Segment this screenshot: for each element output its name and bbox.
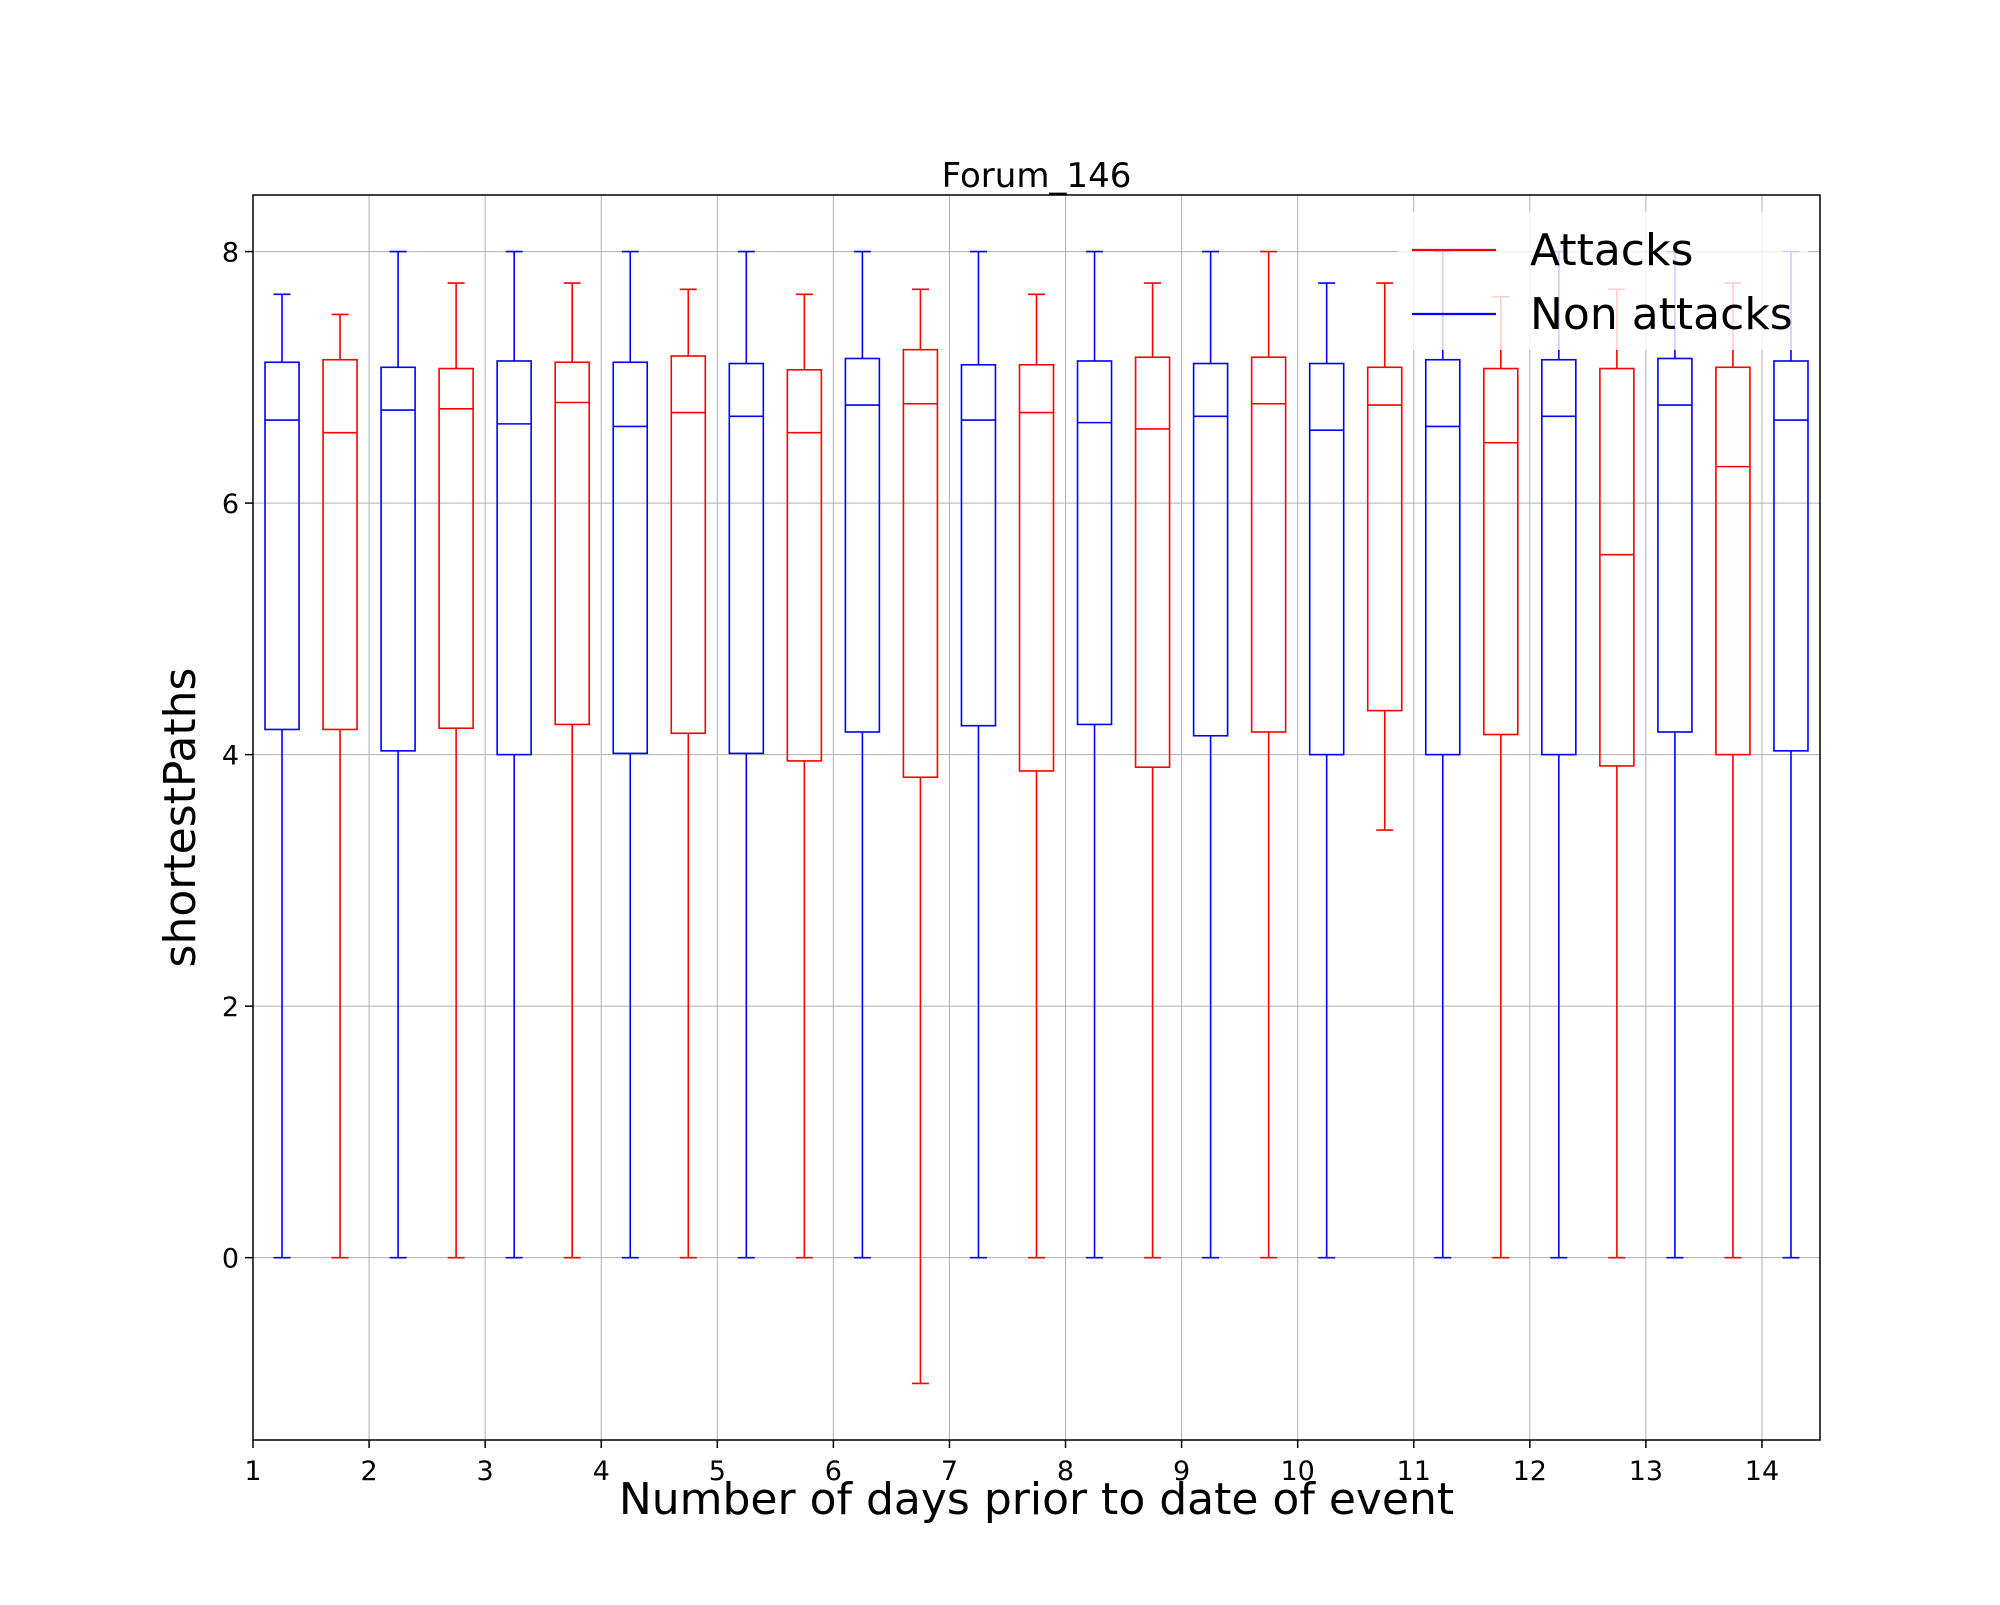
box-body: [322, 358, 358, 731]
box-non-attacks: [496, 250, 532, 1259]
x-axis-label: Number of days prior to date of event: [619, 1474, 1454, 1525]
x-tick-label: 2: [360, 1456, 377, 1487]
box-body: [1715, 366, 1751, 756]
box-body: [902, 348, 939, 779]
box-body: [786, 369, 823, 762]
box-non-attacks: [264, 293, 300, 1259]
box-body: [670, 355, 707, 735]
box-body: [1657, 357, 1693, 733]
box-body: [1541, 358, 1577, 756]
box-body: [960, 363, 997, 727]
x-tick-label: 4: [593, 1456, 610, 1487]
box-body: [1192, 362, 1229, 737]
x-tick-label: 6: [825, 1456, 842, 1487]
chart-title: Forum_146: [942, 156, 1132, 196]
box-non-attacks: [612, 250, 649, 1259]
box-body: [264, 361, 300, 731]
box-body: [496, 360, 532, 756]
x-tick-label: 5: [709, 1456, 726, 1487]
x-tick-label: 3: [477, 1456, 494, 1487]
box-non-attacks: [960, 250, 997, 1259]
y-tick-label: 8: [222, 238, 239, 269]
y-tick-label: 6: [222, 489, 239, 520]
box-attacks: [902, 288, 939, 1385]
y-tick-label: 0: [222, 1244, 239, 1275]
legend-label: Non attacks: [1530, 289, 1793, 340]
box-attacks: [1250, 250, 1287, 1259]
box-body: [1018, 363, 1055, 772]
box-attacks: [322, 313, 358, 1259]
box-non-attacks: [1308, 282, 1345, 1259]
boxes-layer: [264, 250, 1809, 1385]
box-body: [1482, 367, 1519, 736]
box-non-attacks: [380, 250, 416, 1259]
box-body: [1366, 366, 1403, 712]
legend-box: [1398, 212, 1808, 350]
box-body: [1424, 358, 1461, 756]
x-tick-label: 9: [1173, 1456, 1190, 1487]
box-body: [728, 362, 765, 755]
box-body: [844, 357, 881, 733]
x-tick-label: 10: [1280, 1456, 1314, 1487]
box-body: [438, 367, 474, 730]
box-body: [380, 366, 416, 752]
legend-label: Attacks: [1530, 225, 1693, 276]
box-body: [1076, 360, 1113, 726]
box-attacks: [786, 293, 823, 1259]
box-body: [1250, 356, 1287, 733]
y-tick-label: 2: [222, 992, 239, 1023]
box-attacks: [438, 282, 474, 1259]
box-attacks: [1715, 282, 1751, 1259]
x-tick-label: 7: [941, 1456, 958, 1487]
x-tick-label: 11: [1397, 1456, 1431, 1487]
box-attacks: [1018, 293, 1055, 1259]
x-tick-label: 8: [1057, 1456, 1074, 1487]
box-attacks: [554, 282, 591, 1259]
box-non-attacks: [728, 250, 765, 1259]
box-body: [1599, 367, 1635, 767]
box-body: [1773, 360, 1809, 752]
x-tick-label: 1: [244, 1456, 261, 1487]
box-attacks: [1134, 282, 1171, 1259]
box-attacks: [670, 288, 707, 1259]
box-non-attacks: [844, 250, 881, 1259]
x-tick-label: 14: [1745, 1456, 1779, 1487]
y-axis-label: shortestPaths: [155, 668, 206, 968]
box-body: [1308, 362, 1345, 756]
x-tick-label: 13: [1629, 1456, 1663, 1487]
box-body: [612, 361, 649, 755]
box-non-attacks: [1076, 250, 1113, 1259]
box-attacks: [1366, 282, 1403, 831]
box-non-attacks: [1192, 250, 1229, 1259]
legend: Attacks Non attacks: [1398, 212, 1808, 350]
y-tick-label: 4: [222, 741, 239, 772]
x-tick-label: 12: [1513, 1456, 1547, 1487]
box-body: [554, 361, 591, 726]
box-body: [1134, 356, 1171, 768]
plot-frame: [252, 194, 1821, 1441]
